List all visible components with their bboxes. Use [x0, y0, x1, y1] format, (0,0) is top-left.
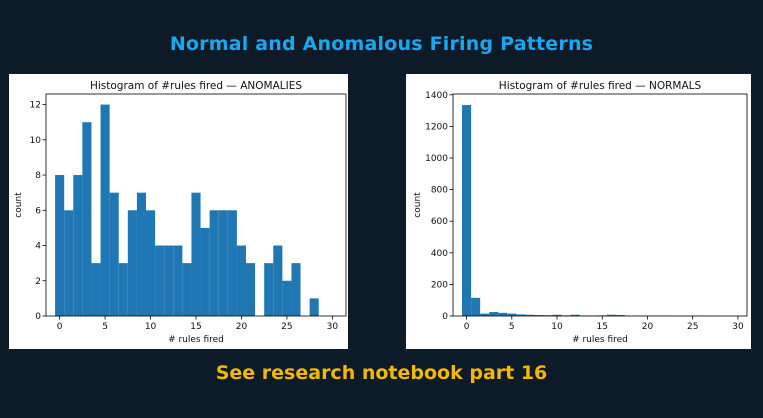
histogram-bar	[218, 210, 228, 316]
histogram-bar	[82, 122, 92, 316]
histogram-bar	[200, 227, 210, 316]
x-tick-label: 30	[327, 322, 339, 332]
x-tick-label: 20	[642, 322, 654, 332]
y-tick-label: 400	[431, 249, 448, 259]
histogram-bar	[309, 298, 319, 316]
research-notebook-link[interactable]: See research notebook part 16	[215, 362, 548, 384]
x-tick-label: 5	[509, 322, 515, 332]
histogram-bar	[471, 297, 481, 316]
y-tick-label: 800	[431, 186, 448, 196]
histogram-bar	[552, 314, 562, 316]
x-tick-label: 25	[281, 322, 292, 332]
normals-histogram-chart: Histogram of #rules fired — NORMALS 0 5 10 1…	[413, 80, 748, 345]
y-tick-label: 200	[431, 280, 448, 290]
histogram-bar	[516, 314, 526, 316]
y-tick-label: 1000	[425, 154, 448, 164]
histogram-bar	[525, 314, 535, 316]
histogram-bar	[100, 104, 110, 316]
histogram-bar	[155, 245, 165, 316]
x-axis-label: # rules fired	[168, 335, 224, 345]
histogram-bar	[173, 245, 183, 316]
x-tick-label: 5	[102, 322, 108, 332]
y-tick-label: 1400	[425, 91, 448, 101]
anomalies-histogram-chart: Histogram of #rules fired — ANOMALIES 0 5 1…	[14, 80, 347, 345]
histogram-bar	[246, 263, 256, 316]
y-tick-label: 0	[442, 312, 448, 322]
y-tick-label: 1200	[425, 122, 448, 132]
histogram-bar	[507, 313, 517, 316]
histogram-bar	[55, 175, 65, 316]
x-tick-label: 20	[236, 322, 248, 332]
y-axis-label: count	[413, 192, 423, 218]
histogram-bar	[606, 314, 616, 316]
histogram-bar	[615, 315, 625, 316]
normals-bars	[462, 105, 716, 316]
normals-histogram-panel: Histogram of #rules fired — NORMALS 0 5 10 1…	[406, 74, 751, 349]
histogram-bar	[227, 210, 237, 316]
histogram-bar	[146, 210, 156, 316]
histogram-bar	[291, 263, 301, 316]
y-axis-label: count	[14, 192, 24, 218]
y-tick-label: 10	[30, 136, 42, 146]
histogram-bar	[498, 312, 508, 316]
y-tick-label: 4	[35, 242, 41, 252]
histogram-bar	[264, 263, 274, 316]
histogram-bar	[534, 315, 544, 316]
histogram-bar	[64, 210, 74, 316]
histogram-bar	[570, 314, 580, 316]
histogram-bar	[109, 192, 119, 316]
histogram-bar	[91, 263, 101, 316]
histogram-bar	[73, 175, 83, 316]
x-axis-label: # rules fired	[572, 335, 628, 345]
histogram-bar	[127, 210, 137, 316]
x-tick-label: 15	[597, 322, 608, 332]
x-tick-label: 25	[687, 322, 698, 332]
chart-title: Histogram of #rules fired — NORMALS	[499, 80, 702, 92]
x-tick-label: 30	[732, 322, 744, 332]
x-tick-label: 15	[190, 322, 201, 332]
x-tick-label: 10	[551, 322, 563, 332]
slide-title: Normal and Anomalous Firing Patterns	[169, 33, 594, 55]
x-tick-label: 0	[57, 322, 63, 332]
histogram-bar	[273, 245, 283, 316]
chart-title: Histogram of #rules fired — ANOMALIES	[90, 80, 302, 92]
histogram-bar	[118, 263, 128, 316]
histogram-bar	[489, 312, 499, 316]
histogram-bar	[480, 313, 490, 316]
anomalies-histogram-panel: Histogram of #rules fired — ANOMALIES 0 5 1…	[9, 74, 348, 349]
histogram-bar	[462, 105, 472, 316]
histogram-bar	[191, 192, 201, 316]
histogram-bar	[282, 280, 292, 316]
histogram-bar	[164, 245, 174, 316]
anomalies-bars	[55, 104, 319, 316]
y-tick-label: 8	[35, 171, 41, 181]
y-tick-label: 2	[35, 277, 41, 287]
x-tick-label: 0	[464, 322, 470, 332]
histogram-bar	[182, 263, 192, 316]
y-tick-label: 0	[35, 312, 41, 322]
histogram-bar	[209, 210, 219, 316]
histogram-bar	[136, 192, 146, 316]
y-tick-label: 12	[30, 101, 41, 111]
y-tick-label: 600	[431, 217, 448, 227]
plot-frame	[452, 93, 748, 317]
y-tick-label: 6	[35, 206, 41, 216]
histogram-bar	[236, 245, 246, 316]
x-tick-label: 10	[145, 322, 157, 332]
